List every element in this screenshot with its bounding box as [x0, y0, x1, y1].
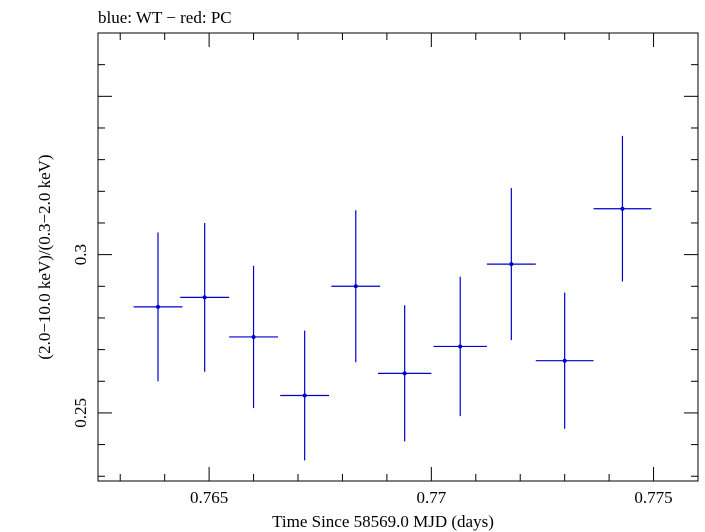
point-marker [251, 334, 256, 339]
x-tick-label: 0.77 [416, 488, 446, 507]
y-tick-label: 0.3 [71, 244, 90, 265]
x-tick-label: 0.775 [634, 488, 672, 507]
data-point [433, 276, 487, 417]
point-marker [620, 206, 625, 211]
y-axis: 0.25 0.3 [71, 32, 698, 477]
data-point [331, 210, 381, 363]
point-marker [402, 371, 407, 376]
x-tick-label: 0.765 [190, 488, 228, 507]
point-marker [353, 284, 358, 289]
data-point [593, 135, 652, 282]
point-marker [202, 295, 207, 300]
data-point [378, 305, 432, 442]
point-marker [302, 393, 307, 398]
chart-title: blue: WT − red: PC [98, 8, 232, 27]
data-point [486, 188, 536, 341]
data-point [535, 292, 594, 429]
data-points [133, 135, 652, 461]
x-axis: 0.765 0.77 0.775 [119, 33, 699, 507]
y-axis-label: (2.0−10.0 keV)/(0.3−2.0 keV) [35, 154, 54, 359]
point-marker [509, 262, 514, 267]
x-axis-label: Time Since 58569.0 MJD (days) [272, 512, 494, 531]
point-marker [458, 344, 463, 349]
data-point [280, 330, 330, 461]
plot-frame [97, 32, 699, 482]
y-tick-label: 0.25 [71, 398, 90, 428]
point-marker [156, 304, 160, 309]
data-point [180, 222, 230, 372]
point-marker [562, 358, 567, 363]
data-point [133, 232, 183, 382]
data-point [229, 265, 278, 409]
